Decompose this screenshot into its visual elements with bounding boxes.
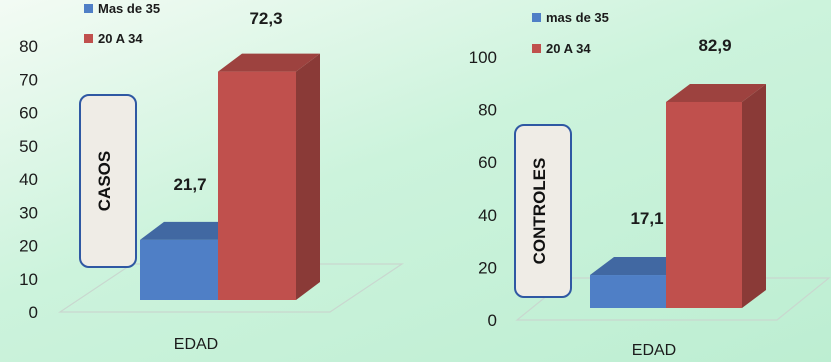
x-axis-label: EDAD (632, 342, 676, 359)
y-tick-label: 30 (19, 203, 38, 222)
y-tick-label: 70 (19, 70, 38, 89)
y-tick-label: 40 (478, 206, 497, 225)
x-axis-label: EDAD (174, 336, 218, 353)
bar (140, 240, 218, 300)
legend-label: 20 A 34 (98, 31, 143, 46)
y-tick-label: 20 (478, 258, 497, 277)
data-label: 72,3 (249, 9, 282, 28)
y-tick-label: 20 (19, 237, 38, 256)
y-tick-label: 0 (488, 311, 497, 330)
y-tick-label: 80 (19, 37, 38, 56)
legend-swatch (532, 13, 541, 22)
chart-2: 0 20 40 60 80 100 17,1 82,9 mas de 35 20 A 34 CONT… (469, 10, 829, 359)
legend-label: Mas de 35 (98, 1, 160, 16)
y-tick-label: 80 (478, 101, 497, 120)
side-label: CASOS (95, 151, 114, 211)
legend-label: mas de 35 (546, 10, 609, 25)
y-tick-label: 10 (19, 270, 38, 289)
y-tick-label: 50 (19, 137, 38, 156)
chart-1: 0 10 20 30 40 50 60 70 80 21,7 72,3 Mas de 35 20 A 3… (19, 1, 402, 353)
bar-side (742, 84, 766, 308)
bar (666, 102, 742, 308)
legend-swatch (84, 4, 93, 13)
side-label: CONTROLES (530, 158, 549, 265)
y-tick-label: 40 (19, 170, 38, 189)
data-label: 17,1 (630, 209, 663, 228)
legend-label: 20 A 34 (546, 41, 591, 56)
y-tick-label: 60 (19, 104, 38, 123)
data-label: 21,7 (173, 175, 206, 194)
bar (218, 72, 296, 300)
y-tick-label: 60 (478, 153, 497, 172)
y-tick-label: 100 (469, 48, 497, 67)
data-label: 82,9 (698, 36, 731, 55)
bar (590, 275, 666, 308)
legend-swatch (532, 44, 541, 53)
y-tick-label: 0 (29, 303, 38, 322)
legend-swatch (84, 34, 93, 43)
bar-side (296, 54, 320, 300)
